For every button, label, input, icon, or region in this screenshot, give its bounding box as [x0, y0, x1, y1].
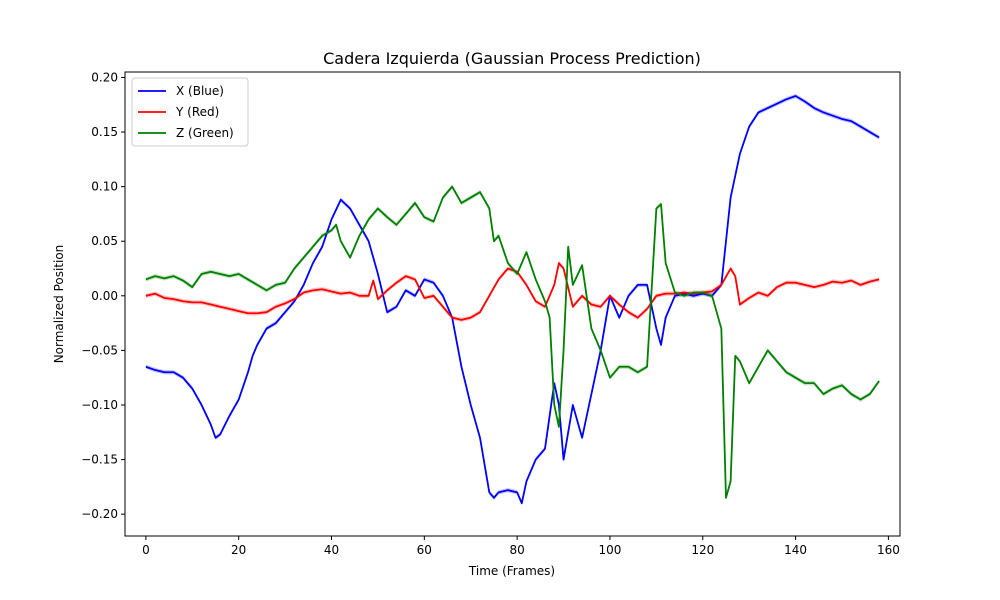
x-tick-label: 80: [510, 543, 525, 557]
x-tick-label: 60: [417, 543, 432, 557]
legend: X (Blue) Y (Red) Z (Green): [131, 77, 249, 147]
legend-label: X (Blue): [176, 84, 224, 98]
y-tick-label: −0.15: [81, 453, 118, 467]
y-tick-label: −0.10: [81, 398, 118, 412]
y-tick-label: 0.05: [91, 234, 118, 248]
y-tick-label: 0.20: [91, 70, 118, 84]
y-tick-label: 0.15: [91, 125, 118, 139]
series-line-3: [145, 185, 880, 499]
series-line-1: [145, 95, 880, 505]
y-tick-label: 0.00: [91, 289, 118, 303]
x-tick-label: 20: [231, 543, 246, 557]
plot-frame: [124, 71, 901, 537]
series-lines: [145, 95, 880, 505]
x-tick-label: 40: [324, 543, 339, 557]
plot-area: [125, 72, 900, 536]
legend-label: Z (Green): [176, 126, 234, 140]
legend-label: Y (Red): [175, 105, 219, 119]
x-axis-title: Time (Frames): [468, 564, 555, 578]
legend-box: [131, 77, 249, 147]
y-tick-label: −0.20: [81, 507, 118, 521]
y-tick-label: −0.05: [81, 343, 118, 357]
x-tick-label: 120: [691, 543, 714, 557]
x-tick-label: 100: [599, 543, 622, 557]
x-tick-label: 140: [784, 543, 807, 557]
y-tick-label: 0.10: [91, 180, 118, 194]
y-axis-title: Normalized Position: [52, 245, 66, 364]
x-axis: 0 20 40 60 80 100 120 140 160: [142, 536, 900, 557]
x-tick-label: 0: [142, 543, 150, 557]
x-tick-label: 160: [877, 543, 900, 557]
y-axis: 0.20 0.15 0.10 0.05 0.00 −0.05 −0.10 −0.15 −0.20: [81, 70, 125, 521]
chart-title: Cadera Izquierda (Gaussian Process Predi…: [323, 49, 701, 68]
